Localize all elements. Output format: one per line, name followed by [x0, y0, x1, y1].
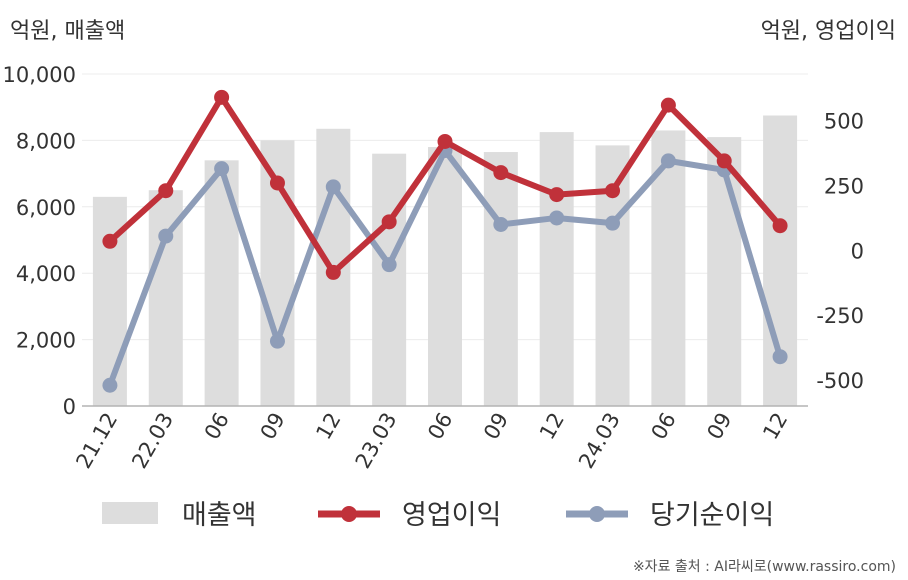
left-axis-unit-label: 억원, 매출액 — [10, 19, 125, 44]
x-tick-label: 12 — [311, 409, 345, 444]
net-income-point — [549, 210, 565, 226]
x-tick-label: 09 — [479, 409, 513, 444]
x-tick-label: 06 — [423, 409, 457, 444]
legend-label-net-income: 당기순이익 — [650, 500, 774, 531]
revenue-bar — [428, 147, 462, 407]
left-tick-label: 6,000 — [16, 196, 76, 220]
operating-profit-point — [158, 183, 174, 199]
legend-swatch-revenue — [102, 502, 158, 524]
operating-profit-point — [549, 187, 565, 203]
legend-label-operating-profit: 영업이익 — [402, 500, 501, 531]
right-axis-ticks: -500 -250 0 250 500 — [816, 110, 864, 393]
x-tick-label: 09 — [256, 409, 290, 444]
net-income-point — [269, 333, 285, 349]
net-income-point — [660, 153, 676, 169]
profit-lines — [102, 89, 788, 393]
legend-swatch-net-income-marker — [589, 506, 605, 522]
right-tick-label: 500 — [824, 110, 864, 134]
left-tick-label: 2,000 — [16, 329, 76, 353]
legend: 매출액 영업이익 당기순이익 — [102, 500, 774, 531]
operating-profit-point — [325, 264, 341, 280]
x-tick-label: 21.12 — [71, 409, 122, 473]
right-tick-label: -250 — [816, 304, 864, 328]
operating-profit-point — [772, 218, 788, 234]
net-income-point — [102, 377, 118, 393]
revenue-bar — [483, 152, 518, 406]
x-tick-label: 09 — [702, 409, 736, 444]
revenue-bars — [92, 115, 798, 407]
left-tick-label: 10,000 — [3, 63, 76, 87]
operating-profit-point — [381, 214, 397, 230]
operating-profit-point — [214, 89, 230, 105]
net-income-point — [325, 179, 341, 195]
right-tick-label: -500 — [816, 369, 864, 393]
source-credit: ※자료 출처 : AI라씨로(www.rassiro.com) — [633, 559, 896, 575]
x-tick-label: 22.03 — [127, 409, 178, 473]
net-income-point — [381, 257, 397, 273]
right-tick-label: 250 — [824, 175, 864, 199]
x-tick-label: 06 — [200, 409, 234, 444]
operating-profit-point — [493, 165, 509, 181]
net-income-point — [605, 215, 621, 231]
left-axis-ticks: 0 2,000 4,000 6,000 8,000 10,000 — [3, 63, 76, 419]
left-tick-label: 0 — [63, 395, 76, 419]
legend-label-revenue: 매출액 — [182, 500, 257, 531]
operating-profit-point — [102, 233, 118, 249]
operating-profit-point — [437, 133, 453, 149]
revenue-bar — [707, 137, 742, 406]
x-tick-label: 06 — [647, 409, 681, 444]
operating-profit-point — [716, 153, 732, 169]
x-axis-ticks: 21.12 22.03 06 09 12 23.03 06 09 12 24.03 06 09 12 — [71, 409, 792, 473]
x-tick-label: 23.03 — [351, 409, 402, 473]
operating-profit-point — [605, 183, 621, 199]
legend-swatch-operating-profit-marker — [341, 506, 357, 522]
net-income-point — [158, 228, 174, 244]
right-axis-unit-label: 억원, 영업이익 — [761, 19, 896, 44]
net-income-point — [772, 349, 788, 365]
left-tick-label: 4,000 — [16, 262, 76, 286]
x-tick-label: 12 — [535, 409, 569, 444]
operating-profit-point — [269, 175, 285, 191]
x-tick-label: 24.03 — [574, 409, 625, 473]
revenue-bar — [372, 153, 407, 406]
revenue-bar — [539, 132, 574, 406]
right-tick-label: 0 — [851, 239, 864, 263]
net-income-point — [214, 161, 230, 177]
x-tick-label: 12 — [758, 409, 792, 444]
net-income-point — [493, 216, 509, 232]
left-tick-label: 8,000 — [16, 129, 76, 153]
operating-profit-point — [660, 97, 676, 113]
